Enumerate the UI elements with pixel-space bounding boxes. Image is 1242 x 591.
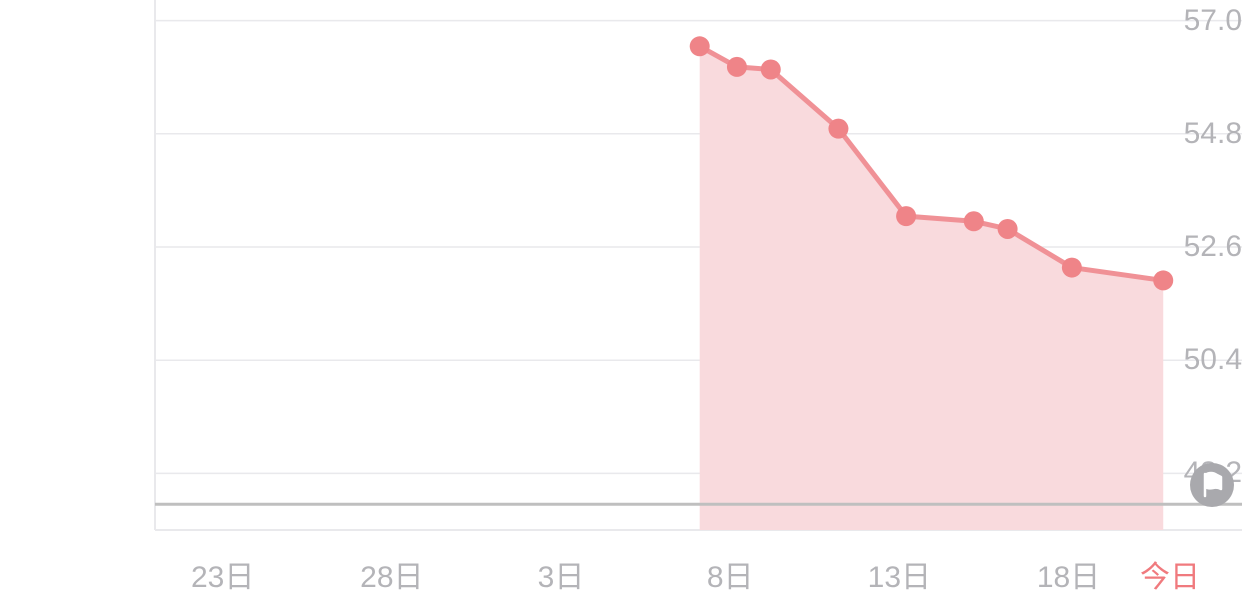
x-tick-label: 28日 — [360, 552, 423, 591]
data-point[interactable] — [998, 219, 1018, 239]
data-point[interactable] — [896, 206, 916, 226]
x-tick-label-today: 今日 — [1140, 552, 1200, 591]
y-tick-label: 52.6 — [1132, 230, 1242, 264]
x-tick-label: 13日 — [868, 552, 931, 591]
x-tick-label: 3日 — [538, 552, 585, 591]
y-tick-label: 50.4 — [1132, 343, 1242, 377]
series-area — [700, 46, 1164, 530]
weight-trend-chart: 57.054.852.650.448.223日28日3日8日13日18日今日 — [0, 0, 1242, 591]
x-tick-label: 18日 — [1037, 552, 1100, 591]
data-point[interactable] — [727, 57, 747, 77]
data-point[interactable] — [1062, 258, 1082, 278]
chart-svg — [0, 0, 1242, 591]
goal-flag-button[interactable] — [1190, 463, 1234, 507]
x-tick-label: 23日 — [191, 552, 254, 591]
x-tick-label: 8日 — [707, 552, 754, 591]
data-point[interactable] — [828, 119, 848, 139]
data-point[interactable] — [761, 59, 781, 79]
data-point[interactable] — [964, 211, 984, 231]
data-point[interactable] — [690, 36, 710, 56]
flag-icon — [1190, 463, 1234, 507]
data-point[interactable] — [1153, 270, 1173, 290]
y-tick-label: 57.0 — [1132, 4, 1242, 38]
y-tick-label: 54.8 — [1132, 117, 1242, 151]
